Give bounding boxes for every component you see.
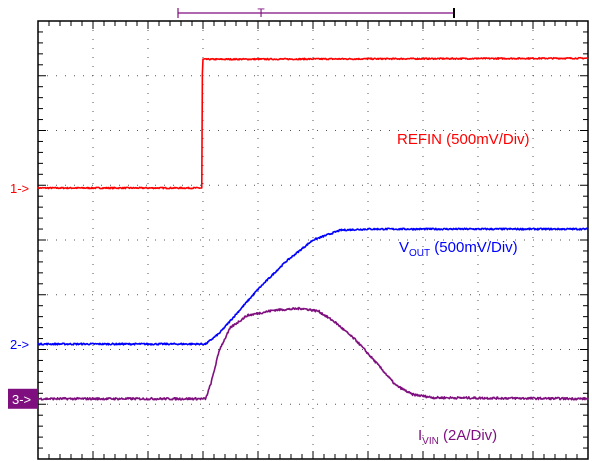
trace-ivin — [37, 306, 589, 401]
channel-marker-box — [8, 388, 38, 409]
series-label-vout-main: V — [399, 239, 409, 256]
trace-vout — [37, 227, 589, 346]
channel-marker-2: 2-> — [10, 337, 29, 352]
series-label-refin-main: REFIN (500mV/Div) — [397, 131, 530, 148]
trigger-marker: T — [257, 6, 265, 20]
trigger-bracket: T — [177, 6, 455, 20]
series-label-vout-tail: (500mV/Div) — [430, 239, 518, 256]
channel-marker-1: 1-> — [10, 181, 29, 196]
trace-refin — [37, 56, 589, 190]
traces — [37, 56, 589, 401]
series-label-ivin-main: I — [418, 427, 422, 444]
series-label-ivin-tail: (2A/Div) — [439, 427, 497, 444]
channel-marker-3: 3-> — [12, 392, 31, 407]
series-label-ivin: IVIN (2A/Div) — [418, 427, 497, 447]
series-label-ivin-sub: VIN — [422, 436, 439, 447]
series-label-refin: REFIN (500mV/Div) — [397, 131, 530, 148]
series-label-vout: VOUT (500mV/Div) — [399, 239, 518, 259]
series-label-vout-sub: OUT — [409, 248, 430, 259]
channel-markers: 1-> 2-> 3-> — [8, 181, 38, 409]
axis-ticks — [38, 21, 588, 459]
